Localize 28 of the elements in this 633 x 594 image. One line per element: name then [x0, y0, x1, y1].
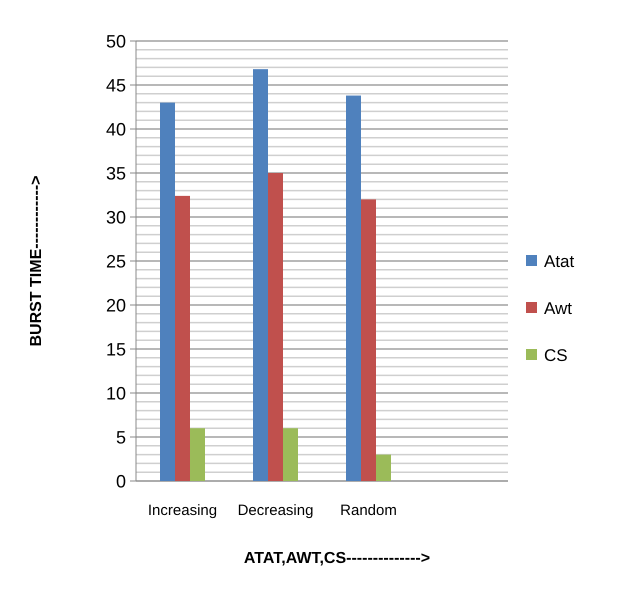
bar: [376, 454, 391, 481]
bar: [268, 173, 283, 481]
y-tick-label: 45: [106, 75, 126, 96]
bar: [253, 69, 268, 481]
y-tick-label: 10: [106, 383, 126, 404]
x-tick-label: Decreasing: [238, 502, 314, 519]
y-tick-label: 15: [106, 339, 126, 360]
y-axis-title: BURST TIME------------>: [28, 175, 45, 347]
x-axis-title: ATAT,AWT,CS-------------->: [244, 550, 430, 567]
y-tick-label: 20: [106, 295, 126, 316]
y-tick-label: 35: [106, 163, 126, 184]
legend-label: CS: [544, 346, 568, 365]
bar: [283, 428, 298, 481]
x-tick-label: Increasing: [148, 502, 218, 519]
y-tick-label: 25: [106, 251, 126, 272]
x-tick-label: Random: [340, 502, 397, 519]
bar: [160, 102, 175, 481]
y-tick-label: 50: [106, 31, 126, 52]
bar: [361, 199, 376, 481]
legend-label: Atat: [544, 252, 575, 271]
y-tick-label: 30: [106, 207, 126, 228]
y-tick-label: 5: [116, 427, 126, 448]
bar: [175, 196, 190, 481]
y-tick-label: 0: [116, 471, 126, 492]
bar: [190, 428, 205, 481]
bar: [346, 96, 361, 481]
legend-label: Awt: [544, 298, 572, 318]
y-tick-label: 40: [106, 119, 126, 140]
